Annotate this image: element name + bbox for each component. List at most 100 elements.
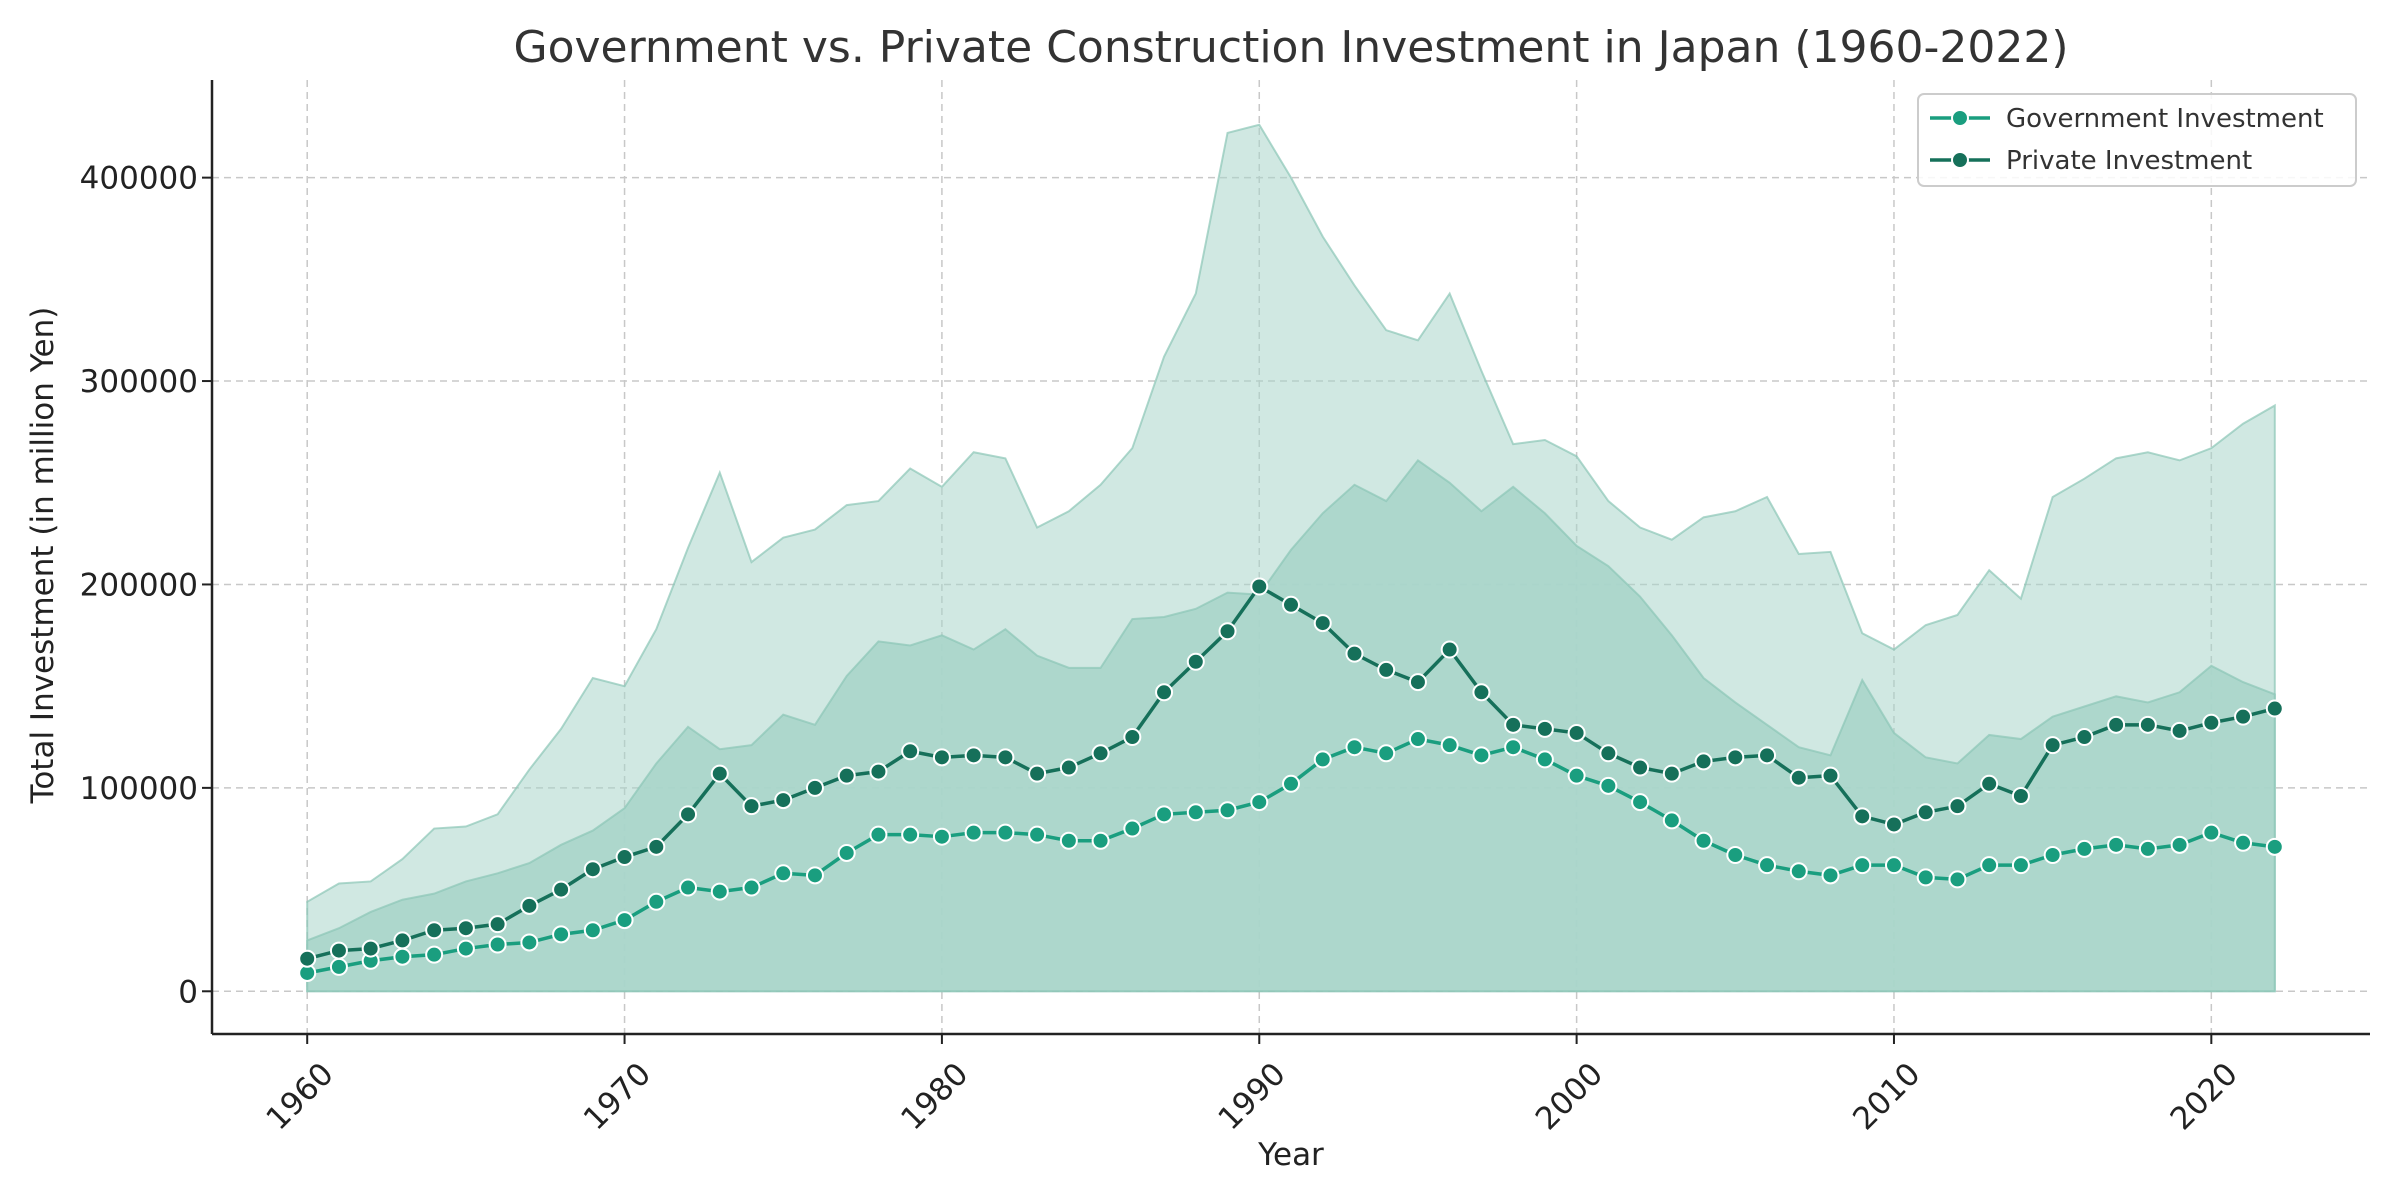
data-point-0-2001 bbox=[1599, 776, 1618, 795]
data-point-1-1992 bbox=[1313, 614, 1332, 633]
legend-marker-1 bbox=[1951, 151, 1969, 169]
data-point-1-1973 bbox=[710, 764, 729, 783]
data-point-0-1963 bbox=[393, 947, 412, 966]
data-point-1-1961 bbox=[329, 941, 348, 960]
x-axis-label: Year bbox=[1257, 1137, 1324, 1173]
y-tick-labels: 0 100000 200000 300000 400000 bbox=[80, 161, 212, 1010]
data-point-0-2019 bbox=[2170, 835, 2189, 854]
data-point-0-2017 bbox=[2107, 835, 2126, 854]
data-point-1-2017 bbox=[2107, 715, 2126, 734]
data-point-1-2004 bbox=[1694, 752, 1713, 771]
data-point-1-1990 bbox=[1250, 577, 1269, 596]
data-point-0-2000 bbox=[1567, 766, 1586, 785]
data-point-0-1974 bbox=[742, 878, 761, 897]
data-point-1-2018 bbox=[2138, 715, 2157, 734]
data-point-0-1981 bbox=[964, 823, 983, 842]
data-point-0-2007 bbox=[1789, 862, 1808, 881]
data-point-0-1983 bbox=[1028, 825, 1047, 844]
axes bbox=[210, 80, 2370, 1036]
data-point-1-1963 bbox=[393, 931, 412, 950]
data-point-1-1993 bbox=[1345, 644, 1364, 663]
legend-label-0: Government Investment bbox=[2006, 104, 2324, 134]
data-point-0-2005 bbox=[1726, 845, 1745, 864]
data-point-0-2014 bbox=[2011, 856, 2030, 875]
data-point-0-1961 bbox=[329, 957, 348, 976]
data-point-0-1995 bbox=[1408, 730, 1427, 749]
data-point-0-1993 bbox=[1345, 738, 1364, 757]
data-point-0-1978 bbox=[869, 825, 888, 844]
data-point-0-1980 bbox=[932, 827, 951, 846]
y-tick-label-400000: 400000 bbox=[80, 161, 198, 197]
legend-label-1: Private Investment bbox=[2006, 146, 2252, 176]
data-point-0-1968 bbox=[552, 925, 571, 944]
data-point-1-1977 bbox=[837, 766, 856, 785]
data-point-0-1986 bbox=[1123, 819, 1142, 838]
data-point-0-2010 bbox=[1884, 856, 1903, 875]
data-point-1-2022 bbox=[2265, 699, 2284, 718]
data-point-0-1999 bbox=[1535, 750, 1554, 769]
data-point-0-1967 bbox=[520, 933, 539, 952]
band-area-1 bbox=[306, 459, 2276, 993]
data-point-1-1994 bbox=[1377, 660, 1396, 679]
data-point-1-2014 bbox=[2011, 787, 2030, 806]
data-point-1-2013 bbox=[1980, 774, 1999, 793]
data-point-0-1969 bbox=[583, 921, 602, 940]
series-points bbox=[298, 577, 2284, 982]
data-point-1-1979 bbox=[901, 742, 920, 761]
data-point-1-1995 bbox=[1408, 673, 1427, 692]
data-point-0-2015 bbox=[2043, 845, 2062, 864]
data-point-0-1987 bbox=[1155, 805, 1174, 824]
data-point-1-2003 bbox=[1662, 764, 1681, 783]
data-point-0-2009 bbox=[1853, 856, 1872, 875]
data-point-0-1966 bbox=[488, 935, 507, 954]
data-point-1-1965 bbox=[456, 919, 475, 938]
data-point-1-1970 bbox=[615, 848, 634, 867]
data-point-1-1968 bbox=[552, 880, 571, 899]
y-tick-label-200000: 200000 bbox=[80, 567, 198, 603]
data-point-0-1982 bbox=[996, 823, 1015, 842]
data-point-1-2001 bbox=[1599, 744, 1618, 763]
data-point-1-1987 bbox=[1155, 683, 1174, 702]
data-point-0-2018 bbox=[2138, 839, 2157, 858]
data-point-1-2015 bbox=[2043, 736, 2062, 755]
data-point-1-1983 bbox=[1028, 764, 1047, 783]
data-point-1-1989 bbox=[1218, 622, 1237, 641]
data-point-0-1964 bbox=[425, 945, 444, 964]
data-point-1-1971 bbox=[647, 837, 666, 856]
data-point-0-1984 bbox=[1059, 831, 1078, 850]
data-point-1-2020 bbox=[2202, 713, 2221, 732]
data-point-0-1975 bbox=[774, 864, 793, 883]
data-point-0-2008 bbox=[1821, 866, 1840, 885]
data-point-1-1982 bbox=[996, 748, 1015, 767]
data-point-0-1973 bbox=[710, 882, 729, 901]
data-point-1-2008 bbox=[1821, 766, 1840, 785]
data-point-1-2010 bbox=[1884, 815, 1903, 834]
data-point-0-2012 bbox=[1948, 870, 1967, 889]
data-point-1-1964 bbox=[425, 921, 444, 940]
data-point-0-1985 bbox=[1091, 831, 1110, 850]
data-point-1-1960 bbox=[298, 949, 317, 968]
data-point-1-2011 bbox=[1916, 803, 1935, 822]
data-point-0-1994 bbox=[1377, 744, 1396, 763]
data-point-1-1988 bbox=[1186, 652, 1205, 671]
data-point-1-1986 bbox=[1123, 728, 1142, 747]
data-point-0-1997 bbox=[1472, 746, 1491, 765]
data-point-0-1990 bbox=[1250, 793, 1269, 812]
data-point-0-1972 bbox=[679, 878, 698, 897]
data-point-1-1985 bbox=[1091, 744, 1110, 763]
y-tick-label-100000: 100000 bbox=[80, 771, 198, 807]
legend: Government Investment Private Investment bbox=[1917, 93, 2357, 187]
data-point-0-1970 bbox=[615, 911, 634, 930]
data-point-0-2004 bbox=[1694, 831, 1713, 850]
data-point-1-1996 bbox=[1440, 640, 1459, 659]
data-point-1-1980 bbox=[932, 748, 951, 767]
data-point-0-1991 bbox=[1282, 774, 1300, 793]
y-tick-label-0: 0 bbox=[178, 974, 198, 1010]
data-point-1-2021 bbox=[2234, 707, 2253, 726]
data-point-1-2005 bbox=[1726, 748, 1745, 767]
legend-items: Government Investment Private Investment bbox=[1930, 104, 2324, 176]
legend-marker-0 bbox=[1951, 109, 1969, 127]
data-point-1-1978 bbox=[869, 762, 888, 781]
data-point-0-1976 bbox=[805, 866, 824, 885]
